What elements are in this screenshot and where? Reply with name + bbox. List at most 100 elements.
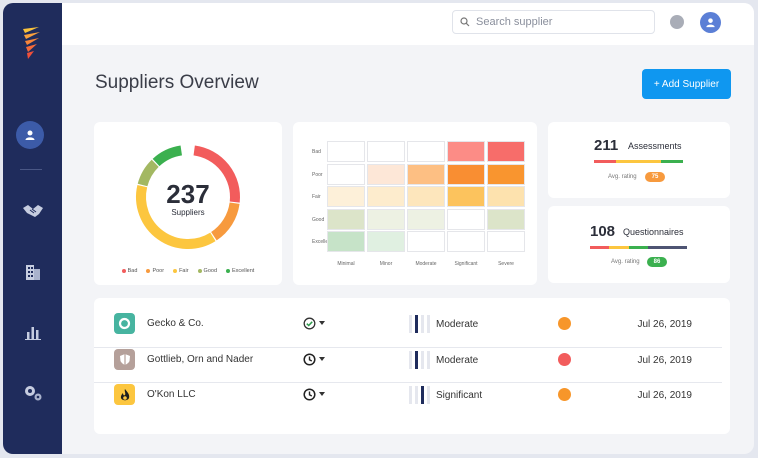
legend-dot [146,268,151,273]
nav-suppliers[interactable] [16,121,44,149]
heatmap-cell[interactable] [487,163,525,185]
assessments-avg-badge: 75 [645,172,665,182]
table-row[interactable]: Gecko & Co. Moderate Jul 26, 2019 [94,306,722,342]
heatmap-cell[interactable] [327,208,365,230]
risk-indicator-dot [558,353,571,366]
status-dropdown-caret-icon[interactable] [319,392,325,396]
supplier-date: Jul 26, 2019 [637,319,693,330]
legend-label: Excellent [232,268,255,274]
notification-dot[interactable] [670,15,684,29]
questionnaires-rating-bar [590,246,688,249]
suppliers-donut-chart [136,145,240,249]
row-divider [94,347,722,348]
nav-reports[interactable] [15,314,51,350]
heatmap-cell[interactable] [407,208,445,230]
heatmap-cell[interactable] [407,163,445,185]
supplier-name[interactable]: Gottlieb, Orn and Nader [147,354,254,365]
heatmap-cell[interactable] [367,141,405,162]
legend-item-poor: Poor [146,268,164,274]
legend-item-bad: Bad [121,268,138,274]
legend-dot [197,268,202,273]
questionnaires-avg-badge: 86 [647,257,667,267]
donut-segment-good [137,159,159,187]
nav-settings[interactable] [15,375,51,411]
supplier-name[interactable]: Gecko & Co. [147,318,204,329]
heatmap-col-label: Significant [454,260,478,267]
assessments-count: 211 [594,137,619,154]
donut-label: Suppliers [171,208,205,217]
donut-legend: Bad Poor Fair Good Excellent [94,268,282,274]
heatmap-cell[interactable] [367,163,405,185]
add-supplier-button[interactable]: + Add Supplier [642,69,731,99]
heatmap-cell[interactable] [447,208,485,230]
clock-icon[interactable] [303,388,316,406]
search-placeholder: Search supplier [476,16,553,28]
heatmap-cell[interactable] [367,231,405,252]
heatmap-cell[interactable] [487,141,525,162]
assessments-rating-bar [594,160,683,163]
questionnaires-card: 108 Questionnaires Avg. rating 86 [548,206,730,283]
donut-segment-poor [210,202,240,241]
heatmap-cell[interactable] [407,231,445,252]
suppliers-donut-card: 237 Suppliers Bad Poor Fair Good Excellent [94,122,282,285]
donut-value: 237 [166,179,210,209]
heatmap-cell[interactable] [447,163,485,185]
check-circle-icon[interactable] [303,317,316,335]
heatmap-cell[interactable] [407,141,445,162]
status-dropdown-caret-icon[interactable] [319,321,325,325]
assessments-card: 211 Assessments Avg. rating 75 [548,122,730,198]
clock-icon[interactable] [303,353,316,371]
user-avatar[interactable] [700,12,721,33]
heatmap-cell[interactable] [367,208,405,230]
supplier-date: Jul 26, 2019 [637,390,693,401]
heatmap-col-label: Minimal [337,260,355,267]
severity-bars-icon [408,385,434,405]
heatmap-cell[interactable] [487,208,525,230]
heatmap-cell[interactable] [447,141,485,162]
table-row[interactable]: Gottlieb, Orn and Nader Moderate Jul 26, 2… [94,342,722,378]
risk-indicator-dot [558,388,571,401]
heatmap-cell[interactable] [327,141,365,162]
legend-label: Bad [127,268,138,274]
supplier-name[interactable]: O'Kon LLC [147,389,196,400]
legend-dot [226,268,231,273]
status-dropdown-caret-icon[interactable] [319,357,325,361]
questionnaires-label: Questionnaires [623,227,684,237]
shield-icon [114,349,135,370]
heatmap-cell[interactable] [487,231,525,252]
nav-buildings[interactable] [15,253,51,289]
heatmap-cell[interactable] [327,163,365,185]
legend-label: Poor [152,268,165,274]
heatmap-col-label: Minor [379,260,393,267]
building-icon [26,265,40,280]
circle-icon [114,313,135,334]
heatmap-row-label: Bad [312,149,321,155]
handshake-icon [23,205,43,217]
questionnaires-count: 108 [590,223,616,240]
heatmap-cell[interactable] [327,186,365,207]
user-icon [25,130,35,140]
heatmap-cell[interactable] [487,186,525,207]
legend-dot [173,268,178,273]
legend-label: Fair [179,268,189,274]
legend-item-good: Good [197,268,218,274]
bar-chart-icon [25,327,41,340]
search-input[interactable]: Search supplier [452,10,655,34]
heatmap-cell[interactable] [447,231,485,252]
legend-item-fair: Fair [173,268,189,274]
nav-divider [20,169,42,170]
risk-heatmap-card: Bad Poor Fair Good Excellent Minimal Minor Mode… [293,122,537,285]
user-icon [706,18,715,28]
heatmap-row-label: Fair [312,194,321,200]
logo-icon [21,25,43,61]
legend-label: Good [203,268,218,274]
heatmap-cell[interactable] [447,186,485,207]
heatmap-cell[interactable] [327,231,365,252]
heatmap-cell[interactable] [367,186,405,207]
legend-item-excellent: Excellent [226,268,254,274]
heatmap-cell[interactable] [407,186,445,207]
gears-icon [25,386,42,401]
table-row[interactable]: O'Kon LLC Significant Jul 26, 2019 [94,377,722,413]
page-title: Suppliers Overview [95,72,259,93]
nav-partners[interactable] [15,193,51,229]
